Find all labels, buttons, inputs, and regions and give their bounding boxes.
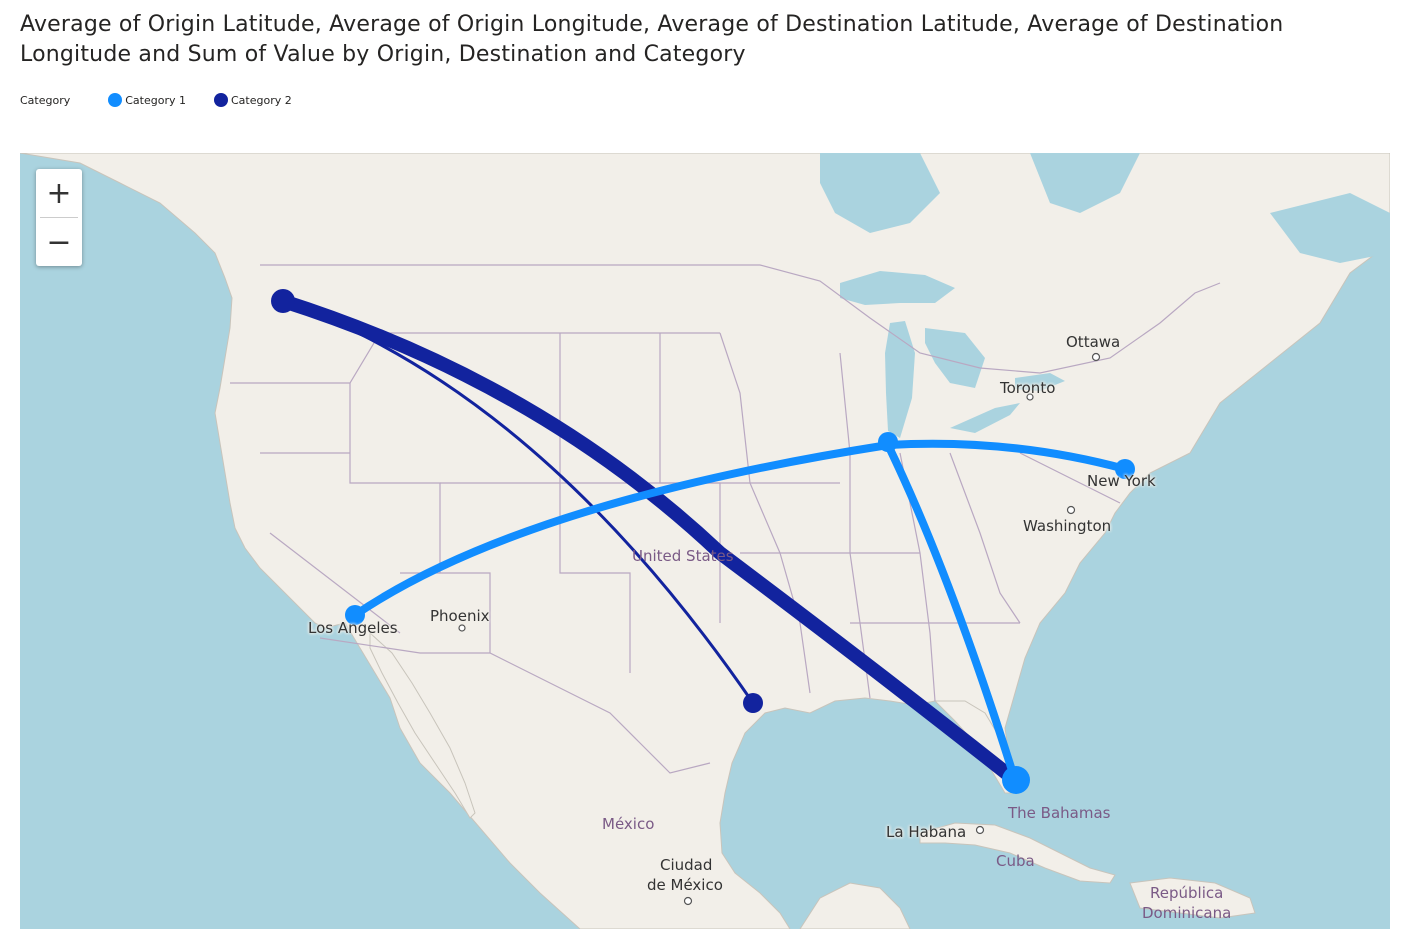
point-seattle bbox=[271, 289, 295, 313]
lake-huron bbox=[925, 328, 985, 388]
map-label-ottawa: Ottawa bbox=[1066, 333, 1121, 351]
lake-michigan bbox=[885, 321, 915, 438]
point-los-angeles bbox=[345, 605, 365, 625]
map-label-republica: República bbox=[1150, 884, 1224, 902]
legend-label: Category 1 bbox=[125, 93, 186, 107]
point-houston bbox=[743, 693, 763, 713]
visual-title: Average of Origin Latitude, Average of O… bbox=[20, 12, 1284, 67]
map-label-los-angeles: Los Angeles bbox=[308, 619, 398, 637]
point-miami bbox=[1002, 766, 1030, 794]
map-label-ciudad: Ciudad bbox=[660, 856, 713, 874]
flow-lines bbox=[276, 294, 1129, 787]
map-label-la-habana: La Habana bbox=[886, 823, 967, 841]
map-label-united-states: United States bbox=[632, 547, 734, 565]
flow-chicago-miami bbox=[884, 441, 1019, 784]
map-label-new-york: New York bbox=[1087, 472, 1156, 490]
flow-chicago-newyork bbox=[884, 439, 1129, 473]
lake-erie bbox=[950, 403, 1020, 433]
city-markers bbox=[458, 352, 1101, 906]
flow-la-chicago bbox=[351, 441, 892, 619]
legend-item-category-2[interactable]: Category 2 bbox=[214, 93, 292, 107]
flow-endpoints bbox=[271, 289, 1135, 794]
hudson-bay bbox=[820, 153, 940, 233]
borders bbox=[230, 264, 1221, 774]
map-label-mexico: México bbox=[602, 815, 655, 833]
map-label-the-bahamas: The Bahamas bbox=[1008, 804, 1111, 822]
lake-ontario bbox=[1015, 373, 1065, 391]
basemap bbox=[20, 153, 1390, 929]
map-label-dominicana: Dominicana bbox=[1142, 904, 1232, 922]
gulf-st-lawrence bbox=[1270, 193, 1390, 263]
point-new-york bbox=[1115, 459, 1135, 479]
zoom-in-button[interactable]: + bbox=[46, 175, 72, 211]
map-label-washington: Washington bbox=[1023, 517, 1112, 535]
map-label-cuba: Cuba bbox=[996, 852, 1035, 870]
lake-superior bbox=[840, 271, 955, 305]
flow-seattle-miami bbox=[276, 294, 1022, 787]
legend-title: Category bbox=[20, 93, 71, 107]
map-label-de-mexico: de México bbox=[647, 876, 723, 894]
legend-dot-icon bbox=[214, 93, 228, 107]
legend-label: Category 2 bbox=[231, 93, 292, 107]
land-central-america bbox=[799, 882, 911, 929]
legend: Category Category 1 Category 2 bbox=[20, 90, 320, 110]
map-label-phoenix: Phoenix bbox=[430, 607, 490, 625]
point-chicago bbox=[878, 432, 898, 452]
land-cuba bbox=[919, 822, 1116, 884]
zoom-control: + − bbox=[36, 169, 82, 266]
legend-dot-icon bbox=[108, 93, 123, 107]
zoom-divider bbox=[40, 217, 78, 218]
northern-water bbox=[1030, 153, 1140, 213]
legend-item-category-1[interactable]: Category 1 bbox=[108, 93, 186, 107]
map-canvas[interactable]: Ottawa Toronto New York Washington Unite… bbox=[20, 153, 1390, 929]
map-label-toronto: Toronto bbox=[1000, 379, 1056, 397]
zoom-out-button[interactable]: − bbox=[46, 224, 72, 260]
land-baja bbox=[369, 631, 476, 819]
land-hispaniola bbox=[1129, 877, 1256, 919]
